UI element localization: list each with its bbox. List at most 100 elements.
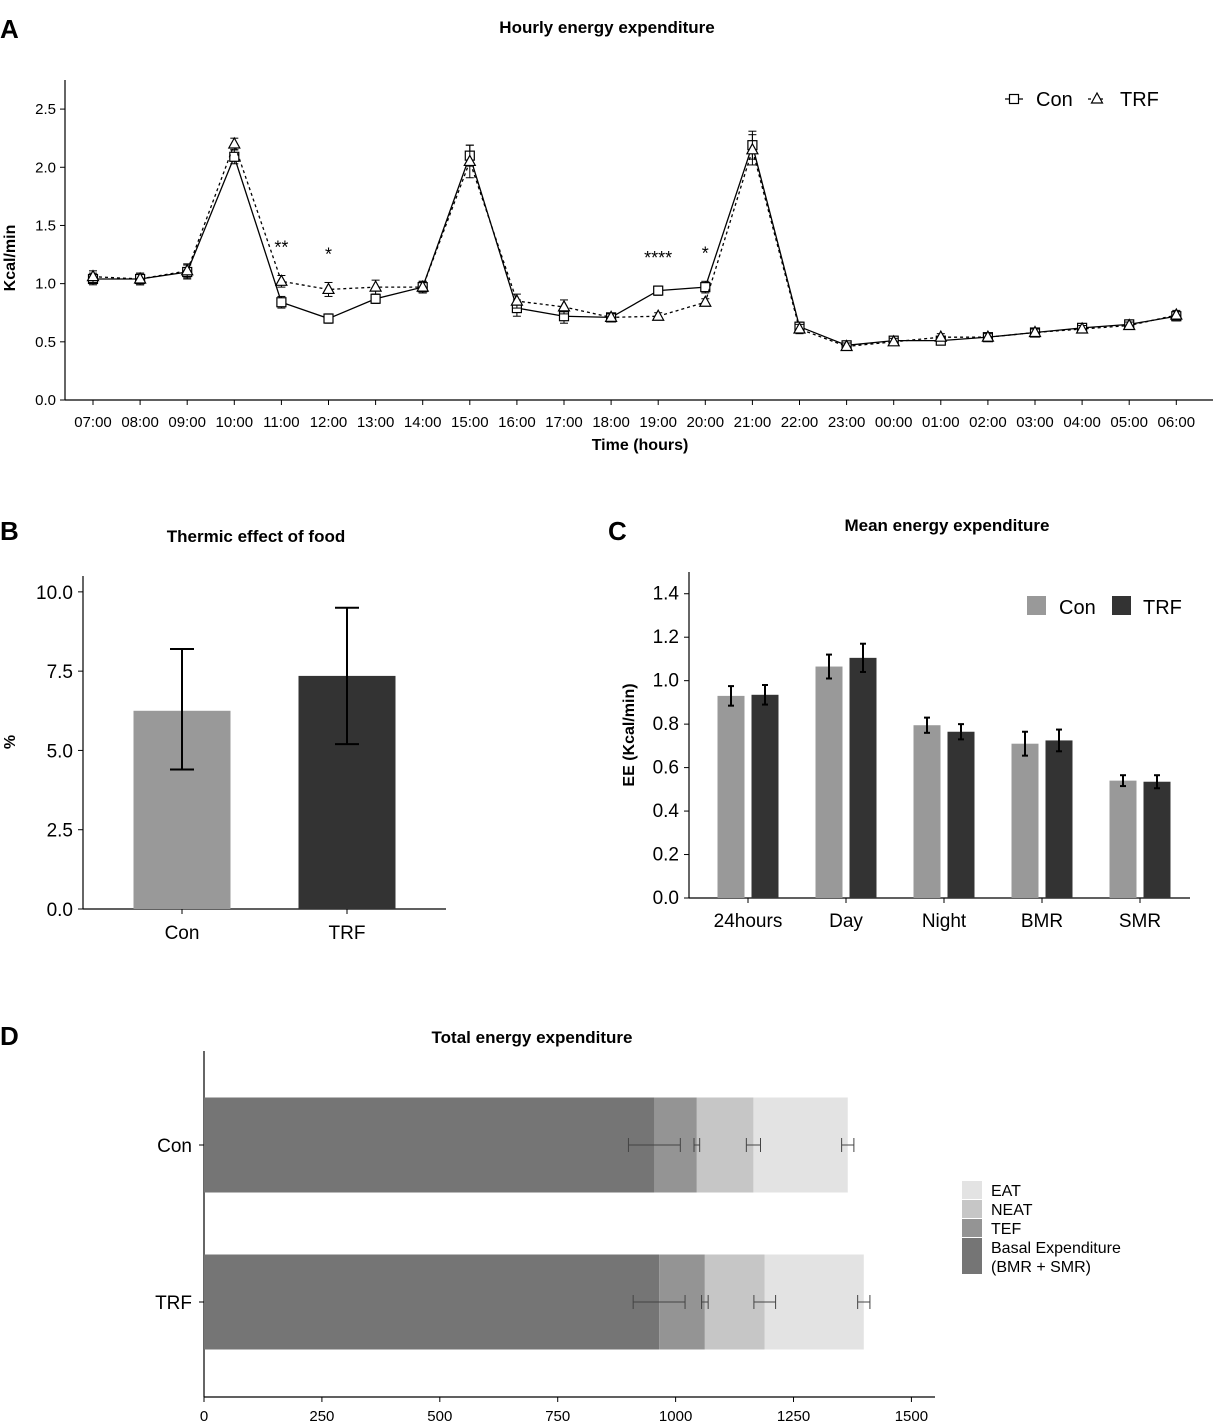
- panel-a-point-trf: [1122, 318, 1136, 331]
- panel-c-y-tick-label: 1.4: [653, 584, 680, 605]
- panel-c-bar-trf: [751, 694, 779, 898]
- panel-a-point-trf: [792, 321, 807, 334]
- panel-a-x-tick-label: 17:00: [545, 414, 583, 431]
- panel-c-y-tick-label: 0.8: [653, 714, 679, 735]
- panel-b-y-tick-label: 10.0: [36, 583, 73, 604]
- panel-d-legend-swatch-tef: [962, 1219, 982, 1237]
- panel-d-y-tick-label: Con: [157, 1136, 192, 1157]
- panel-a-point-trf: [369, 279, 383, 292]
- panel-a-y-tick-label: 0.5: [35, 334, 56, 351]
- panel-letter-c: C: [608, 516, 627, 546]
- panel-a-ylabel: Kcal/min: [2, 225, 19, 292]
- panel-d-legend-swatch-eat: [962, 1181, 982, 1199]
- panel-c-bar-trf: [947, 731, 975, 898]
- panel-a-x-tick-label: 13:00: [357, 414, 395, 431]
- panel-a-x-tick-label: 03:00: [1016, 414, 1054, 431]
- panel-a-series-line-con: [93, 142, 1177, 346]
- panel-a-y-tick-label: 1.5: [35, 217, 56, 234]
- panel-c-bar-con: [1109, 780, 1137, 898]
- panel-a-significance-marker: ****: [644, 248, 672, 268]
- panel-c-x-tick-label: 24hours: [714, 911, 783, 932]
- panel-d-x-tick-label: 0: [200, 1408, 208, 1423]
- panel-a-legend-trf-label: TRF: [1120, 89, 1159, 111]
- panel-d-segment-eat: [764, 1254, 864, 1350]
- panel-letter-a: A: [0, 14, 19, 44]
- panel-c-grouped-bar-chart: 0.0 0.2 0.4 0.6 0.8 1.0 1.2 1.4 24hours Day Night B…: [653, 572, 1190, 932]
- panel-a-point-trf: [463, 154, 477, 167]
- panel-d-x-tick-label: 1250: [777, 1408, 810, 1423]
- panel-a-point-trf: [934, 329, 948, 342]
- panel-d-segment-basal-expenditure: [204, 1254, 660, 1350]
- panel-c-bar-con: [717, 695, 745, 898]
- panel-a-x-tick-label: 16:00: [498, 414, 536, 431]
- panel-a-significance-marker: *: [702, 243, 709, 263]
- panel-a-x-tick-label: 18:00: [592, 414, 630, 431]
- panel-c-bar-con: [815, 666, 843, 898]
- panel-b-x-tick-label: TRF: [329, 923, 366, 944]
- panel-d-y-tick-label: TRF: [155, 1293, 192, 1314]
- panel-c-bar-trf: [1143, 781, 1171, 898]
- panel-a-point-trf: [1075, 321, 1089, 334]
- panel-a-point-trf: [133, 271, 147, 284]
- panel-a-line-chart: 0.0 0.5 1.0 1.5 2.0 2.5 07:00 08:00 09:00 10:00 11…: [35, 80, 1213, 431]
- panel-a-point-trf: [1169, 307, 1183, 320]
- panel-a-point-con: [323, 313, 334, 324]
- panel-a-x-tick-label: 15:00: [451, 414, 489, 431]
- panel-c-bar-con: [1011, 743, 1039, 898]
- panel-a-point-trf: [274, 274, 288, 286]
- panel-c-bar-con: [913, 725, 941, 898]
- panel-d-legend-label-eat: EAT: [991, 1183, 1021, 1200]
- panel-a-x-tick-label: 10:00: [216, 414, 254, 431]
- panel-a-y-tick-label: 2.5: [35, 101, 56, 118]
- panel-a-x-tick-label: 08:00: [121, 414, 159, 431]
- panel-a-point-trf: [180, 263, 194, 276]
- panel-a-point-trf: [604, 310, 618, 322]
- panel-letter-d: D: [0, 1021, 19, 1051]
- panel-a-x-tick-label: 04:00: [1063, 414, 1101, 431]
- panel-b-x-tick-label: Con: [165, 923, 200, 944]
- panel-a-point-trf: [416, 279, 430, 292]
- panel-a-point-trf: [86, 269, 100, 282]
- panel-a-x-tick-label: 11:00: [263, 414, 299, 431]
- panel-a-x-tick-label: 00:00: [875, 414, 913, 431]
- panel-b-y-tick-label: 5.0: [47, 741, 73, 762]
- panel-a-significance-marker: **: [274, 237, 288, 257]
- panel-a-point-con: [653, 285, 664, 296]
- panel-d-segment-eat: [753, 1097, 848, 1193]
- panel-d-x-tick-label: 750: [545, 1408, 570, 1423]
- panel-a-x-tick-label: 23:00: [828, 414, 866, 431]
- panel-b-bar-chart: 0.0 2.5 5.0 7.5 10.0 Con TRF: [36, 576, 446, 944]
- panel-a-legend-con-label: Con: [1036, 89, 1073, 111]
- panel-a-point-trf: [510, 293, 524, 306]
- panel-a-x-tick-label: 21:00: [734, 414, 772, 431]
- panel-letter-b: B: [0, 516, 19, 546]
- panel-c-legend-con-swatch: [1027, 596, 1046, 615]
- panel-a-x-tick-label: 20:00: [687, 414, 725, 431]
- panel-a-point-con: [370, 293, 381, 304]
- panel-c-y-tick-label: 0.4: [653, 801, 680, 822]
- panel-c-y-tick-label: 0.0: [653, 888, 679, 909]
- panel-a-point-trf: [651, 308, 665, 321]
- panel-a-x-tick-label: 09:00: [168, 414, 206, 431]
- panel-d-x-tick-label: 1000: [659, 1408, 692, 1423]
- panel-c-ylabel: EE (Kcal/min): [621, 683, 638, 786]
- panel-a-point-trf: [698, 295, 712, 307]
- panel-d-legend-swatch-basal-expenditure: [962, 1238, 982, 1274]
- panel-c-x-tick-label: Day: [829, 911, 863, 932]
- panel-a-title: Hourly energy expenditure: [499, 18, 714, 37]
- panel-a-point-trf: [321, 282, 336, 295]
- panel-c-y-tick-label: 0.6: [653, 758, 679, 779]
- panel-c-bar-trf: [849, 657, 877, 898]
- panel-a-x-tick-label: 22:00: [781, 414, 819, 431]
- panel-b-y-tick-label: 2.5: [47, 821, 73, 842]
- panel-d-legend-swatch-neat: [962, 1200, 982, 1218]
- panel-a-point-trf: [1028, 325, 1042, 338]
- panel-a-point-trf: [887, 334, 901, 347]
- panel-a-legend-con-marker: [1008, 93, 1020, 105]
- panel-d-legend-label-basal-expenditure: Basal Expenditure: [991, 1240, 1121, 1257]
- panel-b-ylabel: %: [2, 735, 19, 749]
- panel-a-x-tick-label: 01:00: [922, 414, 960, 431]
- panel-a-significance-marker: *: [325, 244, 332, 264]
- panel-a-point-trf: [981, 329, 995, 342]
